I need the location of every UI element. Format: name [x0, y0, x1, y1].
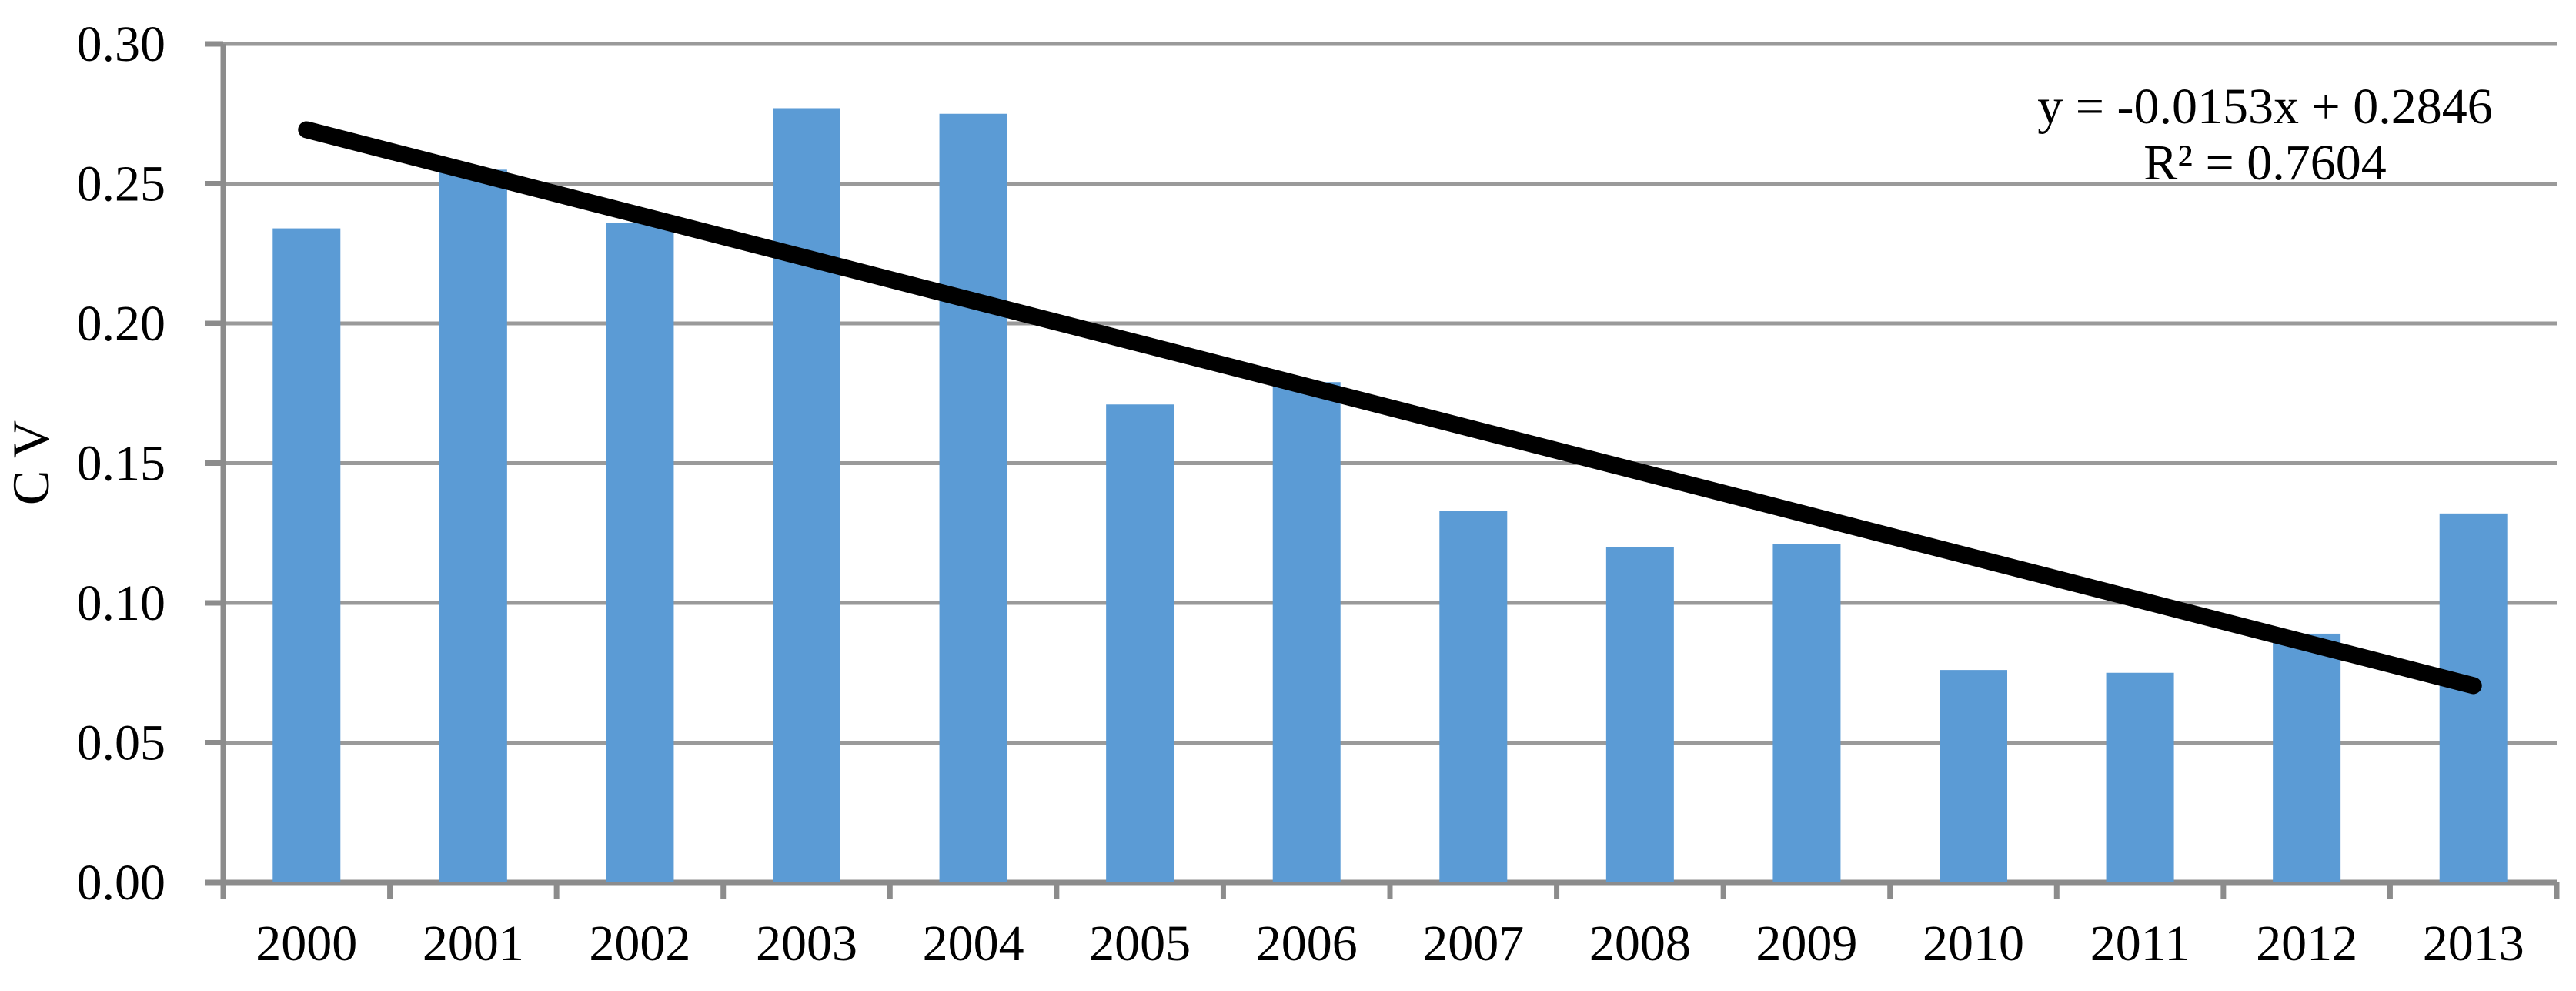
x-tick-label-2006: 2006 — [1256, 916, 1358, 972]
bar-2001 — [439, 169, 507, 883]
x-tick-label-2002: 2002 — [589, 916, 690, 972]
bar-2004 — [939, 113, 1007, 882]
x-tick-label-2007: 2007 — [1422, 916, 1524, 972]
x-tick-label-2013: 2013 — [2423, 916, 2524, 972]
trendline — [298, 121, 2482, 695]
trendline-layer — [298, 121, 2482, 695]
bar-2011 — [2106, 672, 2174, 882]
y-tick-label: 0.20 — [77, 296, 166, 352]
x-tick-label-2008: 2008 — [1589, 916, 1691, 972]
y-tick-label: 0.10 — [77, 575, 166, 631]
bar-2009 — [1772, 544, 1841, 882]
trendline-equation-label: y = -0.0153x + 0.2846 — [2037, 79, 2492, 135]
x-tick-label-2009: 2009 — [1756, 916, 1857, 972]
y-tick-label: 0.25 — [77, 156, 166, 213]
bar-2005 — [1106, 404, 1174, 882]
x-tick-label-2001: 2001 — [423, 916, 524, 972]
bar-series-cv — [272, 108, 2508, 883]
bar-2006 — [1272, 382, 1341, 883]
y-tick-label: 0.15 — [77, 436, 166, 492]
x-tick-label-2011: 2011 — [2090, 916, 2190, 972]
y-tick-label: 0.30 — [77, 16, 166, 72]
bar-2012 — [2273, 633, 2341, 882]
x-tick-label-2012: 2012 — [2256, 916, 2357, 972]
bar-2003 — [773, 108, 840, 883]
tick-label-layer: 0.00 0.05 0.10 0.15 0.20 0.25 0.30 2000 2001 2002… — [77, 16, 2524, 972]
bar-2007 — [1439, 511, 1508, 882]
y-axis-title: C V — [2, 420, 60, 505]
bar-2013 — [2439, 513, 2508, 882]
bar-2008 — [1605, 547, 1674, 882]
x-tick-label-2004: 2004 — [923, 916, 1024, 972]
y-tick-label: 0.00 — [77, 855, 166, 911]
bar-2010 — [1940, 670, 2007, 882]
bar-2000 — [272, 228, 341, 883]
x-tick-label-2003: 2003 — [756, 916, 857, 972]
x-tick-label-2010: 2010 — [1923, 916, 2024, 972]
bar-2002 — [606, 223, 674, 882]
trendline-r-squared-label: R² = 0.7604 — [2143, 135, 2387, 191]
x-tick-label-2000: 2000 — [256, 916, 357, 972]
y-tick-label: 0.05 — [77, 715, 166, 772]
x-tick-label-2005: 2005 — [1089, 916, 1191, 972]
